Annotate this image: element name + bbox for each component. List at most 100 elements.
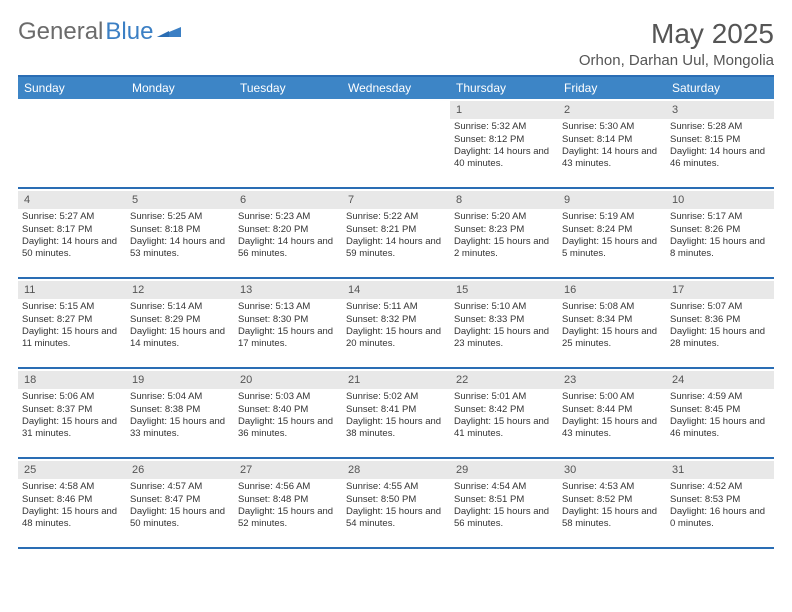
- sunrise-line: Sunrise: 5:20 AM: [454, 211, 554, 223]
- day-number: 5: [126, 191, 234, 209]
- flag-icon: [157, 23, 181, 41]
- sunset-line: Sunset: 8:21 PM: [346, 224, 446, 236]
- day-cell: 18Sunrise: 5:06 AMSunset: 8:37 PMDayligh…: [18, 369, 126, 457]
- sunrise-line: Sunrise: 5:14 AM: [130, 301, 230, 313]
- sunset-line: Sunset: 8:53 PM: [670, 494, 770, 506]
- sunrise-line: Sunrise: 5:15 AM: [22, 301, 122, 313]
- day-number: 10: [666, 191, 774, 209]
- day-cell: 23Sunrise: 5:00 AMSunset: 8:44 PMDayligh…: [558, 369, 666, 457]
- daylight-line: Daylight: 15 hours and 54 minutes.: [346, 506, 446, 531]
- daylight-line: Daylight: 15 hours and 23 minutes.: [454, 326, 554, 351]
- daylight-line: Daylight: 15 hours and 17 minutes.: [238, 326, 338, 351]
- day-number: 11: [18, 281, 126, 299]
- brand-word1: General: [18, 18, 103, 46]
- day-cell: 4Sunrise: 5:27 AMSunset: 8:17 PMDaylight…: [18, 189, 126, 277]
- sunrise-line: Sunrise: 4:54 AM: [454, 481, 554, 493]
- sunset-line: Sunset: 8:40 PM: [238, 404, 338, 416]
- brand-word2: Blue: [105, 18, 153, 46]
- daylight-line: Daylight: 15 hours and 2 minutes.: [454, 236, 554, 261]
- header: GeneralBlue May 2025 Orhon, Darhan Uul, …: [18, 18, 774, 69]
- weekday-header-row: SundayMondayTuesdayWednesdayThursdayFrid…: [18, 77, 774, 99]
- sunrise-line: Sunrise: 5:02 AM: [346, 391, 446, 403]
- day-cell: 1Sunrise: 5:32 AMSunset: 8:12 PMDaylight…: [450, 99, 558, 187]
- daylight-line: Daylight: 14 hours and 56 minutes.: [238, 236, 338, 261]
- day-cell: 20 Sunrise: 5:03 AMSunset: 8:40 PMDayligh…: [234, 369, 342, 457]
- sunset-line: Sunset: 8:23 PM: [454, 224, 554, 236]
- day-cell: 2Sunrise: 5:30 AMSunset: 8:14 PMDaylight…: [558, 99, 666, 187]
- day-number: 13: [234, 281, 342, 299]
- day-number: 4: [18, 191, 126, 209]
- daylight-line: Daylight: 15 hours and 58 minutes.: [562, 506, 662, 531]
- sunset-line: Sunset: 8:29 PM: [130, 314, 230, 326]
- sunset-line: Sunset: 8:42 PM: [454, 404, 554, 416]
- week-row: 25Sunrise: 4:58 AMSunset: 8:46 PMDayligh…: [18, 459, 774, 549]
- day-cell: 27Sunrise: 4:56 AMSunset: 8:48 PMDayligh…: [234, 459, 342, 547]
- sunset-line: Sunset: 8:50 PM: [346, 494, 446, 506]
- sunrise-line: Sunrise: 5:01 AM: [454, 391, 554, 403]
- location: Orhon, Darhan Uul, Mongolia: [579, 52, 774, 69]
- day-cell: 24Sunrise: 4:59 AMSunset: 8:45 PMDayligh…: [666, 369, 774, 457]
- daylight-line: Daylight: 16 hours and 0 minutes.: [670, 506, 770, 531]
- day-number: 9: [558, 191, 666, 209]
- daylight-line: Daylight: 15 hours and 8 minutes.: [670, 236, 770, 261]
- sunset-line: Sunset: 8:48 PM: [238, 494, 338, 506]
- day-cell: 3Sunrise: 5:28 AMSunset: 8:15 PMDaylight…: [666, 99, 774, 187]
- daylight-line: Daylight: 14 hours and 50 minutes.: [22, 236, 122, 261]
- brand-logo: GeneralBlue: [18, 18, 181, 46]
- day-cell: 6Sunrise: 5:23 AMSunset: 8:20 PMDaylight…: [234, 189, 342, 277]
- sunset-line: Sunset: 8:36 PM: [670, 314, 770, 326]
- weekday-header: Tuesday: [234, 77, 342, 99]
- day-number: 7: [342, 191, 450, 209]
- sunrise-line: Sunrise: 5:19 AM: [562, 211, 662, 223]
- weekday-header: Sunday: [18, 77, 126, 99]
- sunrise-line: Sunrise: 4:56 AM: [238, 481, 338, 493]
- sunrise-line: Sunrise: 5:07 AM: [670, 301, 770, 313]
- sunrise-line: Sunrise: 4:59 AM: [670, 391, 770, 403]
- day-cell: 10Sunrise: 5:17 AMSunset: 8:26 PMDayligh…: [666, 189, 774, 277]
- day-number: 12: [126, 281, 234, 299]
- daylight-line: Daylight: 15 hours and 36 minutes.: [238, 416, 338, 441]
- day-cell: 19Sunrise: 5:04 AMSunset: 8:38 PMDayligh…: [126, 369, 234, 457]
- sunset-line: Sunset: 8:37 PM: [22, 404, 122, 416]
- sunset-line: Sunset: 8:15 PM: [670, 134, 770, 146]
- day-cell: 26Sunrise: 4:57 AMSunset: 8:47 PMDayligh…: [126, 459, 234, 547]
- sunset-line: Sunset: 8:12 PM: [454, 134, 554, 146]
- month-title: May 2025: [579, 18, 774, 50]
- sunset-line: Sunset: 8:26 PM: [670, 224, 770, 236]
- weekday-header: Wednesday: [342, 77, 450, 99]
- sunset-line: Sunset: 8:44 PM: [562, 404, 662, 416]
- day-cell: 25Sunrise: 4:58 AMSunset: 8:46 PMDayligh…: [18, 459, 126, 547]
- daylight-line: Daylight: 15 hours and 46 minutes.: [670, 416, 770, 441]
- day-cell: 7Sunrise: 5:22 AMSunset: 8:21 PMDaylight…: [342, 189, 450, 277]
- week-row: 18Sunrise: 5:06 AMSunset: 8:37 PMDayligh…: [18, 369, 774, 459]
- sunrise-line: Sunrise: 4:58 AM: [22, 481, 122, 493]
- daylight-line: Daylight: 15 hours and 33 minutes.: [130, 416, 230, 441]
- weeks-container: ....1Sunrise: 5:32 AMSunset: 8:12 PMDayl…: [18, 99, 774, 549]
- week-row: 4Sunrise: 5:27 AMSunset: 8:17 PMDaylight…: [18, 189, 774, 279]
- sunrise-line: Sunrise: 5:08 AM: [562, 301, 662, 313]
- sunset-line: Sunset: 8:41 PM: [346, 404, 446, 416]
- day-cell: 15Sunrise: 5:10 AMSunset: 8:33 PMDayligh…: [450, 279, 558, 367]
- day-cell: .: [342, 99, 450, 187]
- sunset-line: Sunset: 8:45 PM: [670, 404, 770, 416]
- day-cell: 29Sunrise: 4:54 AMSunset: 8:51 PMDayligh…: [450, 459, 558, 547]
- daylight-line: Daylight: 15 hours and 25 minutes.: [562, 326, 662, 351]
- sunrise-line: Sunrise: 5:22 AM: [346, 211, 446, 223]
- weekday-header: Monday: [126, 77, 234, 99]
- sunset-line: Sunset: 8:46 PM: [22, 494, 122, 506]
- daylight-line: Daylight: 15 hours and 11 minutes.: [22, 326, 122, 351]
- sunrise-line: Sunrise: 5:03 AM: [238, 391, 338, 403]
- sunset-line: Sunset: 8:14 PM: [562, 134, 662, 146]
- daylight-line: Daylight: 15 hours and 28 minutes.: [670, 326, 770, 351]
- day-cell: 5Sunrise: 5:25 AMSunset: 8:18 PMDaylight…: [126, 189, 234, 277]
- day-number: 20: [234, 371, 342, 389]
- sunrise-line: Sunrise: 4:57 AM: [130, 481, 230, 493]
- day-number: 3: [666, 101, 774, 119]
- day-number: 1: [450, 101, 558, 119]
- day-cell: 13Sunrise: 5:13 AMSunset: 8:30 PMDayligh…: [234, 279, 342, 367]
- daylight-line: Daylight: 14 hours and 43 minutes.: [562, 146, 662, 171]
- day-cell: 11Sunrise: 5:15 AMSunset: 8:27 PMDayligh…: [18, 279, 126, 367]
- day-number: 15: [450, 281, 558, 299]
- sunrise-line: Sunrise: 5:11 AM: [346, 301, 446, 313]
- sunrise-line: Sunrise: 5:00 AM: [562, 391, 662, 403]
